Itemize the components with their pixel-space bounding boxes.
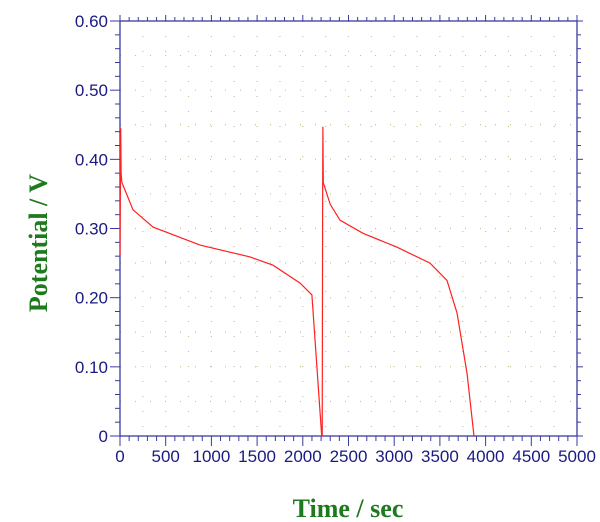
- x-tick-label: 3000: [375, 447, 413, 466]
- tick-labels: 0 500 1000 1500 2000 2500 3000 3500 4000 4500 5000…: [75, 12, 596, 466]
- x-tick-label: 4500: [512, 447, 550, 466]
- y-tick-label: 0.60: [75, 12, 108, 31]
- x-tick-label: 0: [115, 447, 124, 466]
- plot-frame: [119, 20, 578, 437]
- x-tick-label: 3500: [421, 447, 459, 466]
- series-line-potential: [119, 126, 475, 437]
- y-tick-label: 0.30: [75, 220, 108, 239]
- grid: [120, 21, 577, 436]
- x-tick-label: 1500: [238, 447, 276, 466]
- y-tick-label: 0.10: [75, 358, 108, 377]
- x-tick-label: 1000: [192, 447, 230, 466]
- x-tick-label: 2500: [330, 447, 368, 466]
- x-tick-label: 5000: [558, 447, 596, 466]
- x-axis-label: Time / sec: [293, 494, 404, 522]
- series: [119, 126, 475, 437]
- y-axis-label: Potential / V: [24, 174, 53, 312]
- y-tick-label: 0: [99, 427, 108, 446]
- x-tick-label: 2000: [284, 447, 322, 466]
- y-tick-label: 0.50: [75, 81, 108, 100]
- x-tick-label: 500: [152, 447, 180, 466]
- y-tick-label: 0.20: [75, 289, 108, 308]
- x-tick-label: 4000: [467, 447, 505, 466]
- axes: [110, 15, 583, 446]
- y-tick-label: 0.40: [75, 150, 108, 169]
